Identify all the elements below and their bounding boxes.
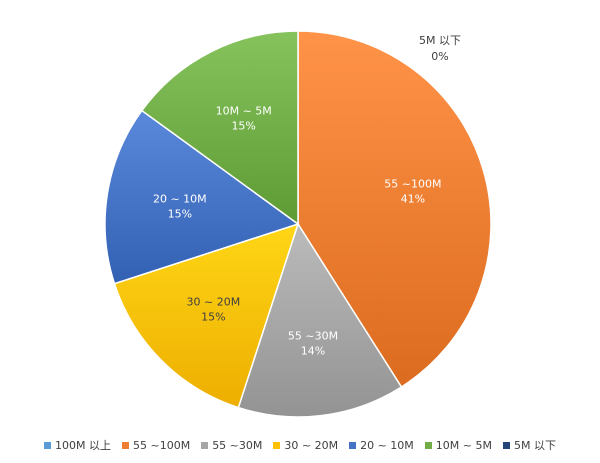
legend-swatch-5 <box>424 441 432 449</box>
legend-label-0: 100M 以上 <box>55 439 111 452</box>
slice-data-label-outside: 5M 以下 0% <box>419 34 461 63</box>
slice-data-label-5: 10M ~ 5M 15% <box>216 104 272 132</box>
slice-name-label-4: 20 ~ 10M <box>153 192 207 205</box>
pie-slice-1 <box>297 30 492 388</box>
legend-label-4: 20 ~ 10M <box>360 438 414 452</box>
legend-item-6: 5M 以下 <box>502 437 556 453</box>
slice-pct-label-4: 15% <box>168 207 192 220</box>
legend-swatch-3 <box>273 441 281 449</box>
legend-swatch-2 <box>201 441 209 449</box>
slice-data-label-4: 20 ~ 10M 15% <box>153 192 207 220</box>
pie-slice-2 <box>237 222 403 418</box>
slice-name-label-2: 55 ~30M <box>288 330 338 343</box>
slice-name-label-outside: 5M 以下 <box>419 34 461 47</box>
slice-pct-label-outside: 0% <box>431 50 448 63</box>
slice-pct-label-3: 15% <box>201 311 225 324</box>
pie-slice-4 <box>104 109 300 285</box>
legend-item-3: 30 ~ 20M <box>273 439 338 452</box>
legend-item-1: 55 ~100M <box>121 438 191 452</box>
slice-data-label-3: 30 ~ 20M 15% <box>187 296 241 324</box>
slice-data-label-1: 55 ~100M 41% <box>384 178 441 206</box>
legend-label-5: 10M ~ 5M <box>435 438 492 452</box>
legend-swatch-4 <box>349 441 357 449</box>
legend-label-3: 30 ~ 20M <box>284 438 339 452</box>
slice-data-label-2: 55 ~30M 14% <box>288 330 338 358</box>
legend-item-4: 20 ~ 10M <box>349 439 414 452</box>
legend-swatch-1 <box>121 441 129 449</box>
chart-legend: 100M 以上 55 ~100M 55 ~30M 30 ~ 20M 20 ~ 10M 10… <box>0 436 600 454</box>
legend-item-2: 55 ~30M <box>201 439 262 452</box>
legend-item-0: 100M 以上 <box>44 437 111 453</box>
legend-label-1: 55 ~100M <box>132 438 191 452</box>
slice-pct-label-5: 15% <box>231 119 255 132</box>
legend-swatch-6 <box>502 441 510 449</box>
slice-name-label-5: 10M ~ 5M <box>216 104 272 117</box>
slice-pct-label-2: 14% <box>301 345 325 358</box>
legend-item-5: 10M ~ 5M <box>424 438 492 452</box>
slice-pct-label-1: 41% <box>401 193 425 206</box>
legend-label-6: 5M 以下 <box>513 439 556 452</box>
slice-name-label-1: 55 ~100M <box>384 178 441 191</box>
pie-slice-3 <box>113 222 300 409</box>
legend-swatch-0 <box>44 441 51 449</box>
pie-slice-5 <box>140 30 299 226</box>
legend-label-2: 55 ~30M <box>212 438 263 452</box>
slice-name-label-3: 30 ~ 20M <box>187 296 241 309</box>
